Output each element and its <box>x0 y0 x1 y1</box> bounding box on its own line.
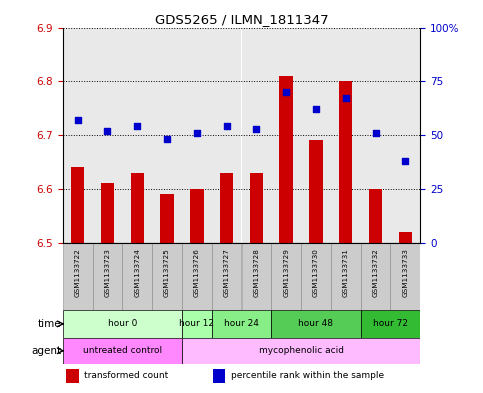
Bar <box>63 310 182 338</box>
Bar <box>242 28 271 242</box>
Bar <box>398 232 412 242</box>
Bar <box>212 28 242 242</box>
Bar <box>212 242 242 310</box>
Bar <box>93 242 122 310</box>
Bar <box>182 310 212 338</box>
Text: GSM1133732: GSM1133732 <box>372 248 379 297</box>
Point <box>133 123 141 130</box>
Bar <box>130 173 144 242</box>
Title: GDS5265 / ILMN_1811347: GDS5265 / ILMN_1811347 <box>155 13 328 26</box>
Bar <box>331 242 361 310</box>
Bar <box>63 338 182 364</box>
Bar <box>339 81 353 242</box>
Bar <box>309 140 323 242</box>
Point <box>401 158 409 164</box>
Bar <box>361 28 390 242</box>
Bar <box>212 310 271 338</box>
Text: GSM1133723: GSM1133723 <box>104 248 111 297</box>
Bar <box>213 369 226 383</box>
Bar <box>220 173 233 242</box>
Bar <box>250 173 263 242</box>
Bar <box>280 76 293 242</box>
Bar <box>182 338 420 364</box>
Text: GSM1133731: GSM1133731 <box>343 248 349 297</box>
Bar <box>63 28 93 242</box>
Bar <box>390 242 420 310</box>
Bar <box>271 28 301 242</box>
Point <box>74 117 82 123</box>
Bar <box>66 369 79 383</box>
Text: hour 12: hour 12 <box>179 320 214 329</box>
Bar <box>301 28 331 242</box>
Bar <box>361 310 420 338</box>
Bar <box>271 242 301 310</box>
Bar <box>331 28 361 242</box>
Bar <box>390 28 420 242</box>
Text: GSM1133729: GSM1133729 <box>283 248 289 297</box>
Point <box>253 125 260 132</box>
Text: mycophenolic acid: mycophenolic acid <box>258 346 343 355</box>
Bar <box>361 242 390 310</box>
Bar <box>301 242 331 310</box>
Bar <box>152 242 182 310</box>
Text: hour 72: hour 72 <box>373 320 408 329</box>
Text: GSM1133728: GSM1133728 <box>254 248 259 297</box>
Bar <box>71 167 85 242</box>
Text: percentile rank within the sample: percentile rank within the sample <box>231 371 384 380</box>
Text: GSM1133730: GSM1133730 <box>313 248 319 297</box>
Point <box>104 128 112 134</box>
Bar <box>101 184 114 242</box>
Text: hour 0: hour 0 <box>108 320 137 329</box>
Bar <box>182 242 212 310</box>
Bar <box>152 28 182 242</box>
Bar <box>122 28 152 242</box>
Text: hour 48: hour 48 <box>298 320 333 329</box>
Text: GSM1133727: GSM1133727 <box>224 248 229 297</box>
Point <box>193 130 201 136</box>
Point <box>312 106 320 112</box>
Bar <box>271 310 361 338</box>
Text: time: time <box>38 319 61 329</box>
Bar <box>369 189 382 242</box>
Bar <box>93 28 122 242</box>
Point <box>163 136 171 143</box>
Bar <box>63 242 93 310</box>
Text: transformed count: transformed count <box>84 371 169 380</box>
Bar <box>182 28 212 242</box>
Bar <box>160 194 174 242</box>
Bar <box>242 242 271 310</box>
Text: GSM1133733: GSM1133733 <box>402 248 408 297</box>
Text: untreated control: untreated control <box>83 346 162 355</box>
Text: agent: agent <box>31 346 61 356</box>
Text: GSM1133726: GSM1133726 <box>194 248 200 297</box>
Bar <box>122 242 152 310</box>
Point <box>223 123 230 130</box>
Point <box>372 130 380 136</box>
Text: hour 24: hour 24 <box>224 320 259 329</box>
Bar <box>190 189 203 242</box>
Text: GSM1133725: GSM1133725 <box>164 248 170 297</box>
Point <box>282 89 290 95</box>
Text: GSM1133722: GSM1133722 <box>75 248 81 297</box>
Point <box>342 95 350 102</box>
Text: GSM1133724: GSM1133724 <box>134 248 140 297</box>
